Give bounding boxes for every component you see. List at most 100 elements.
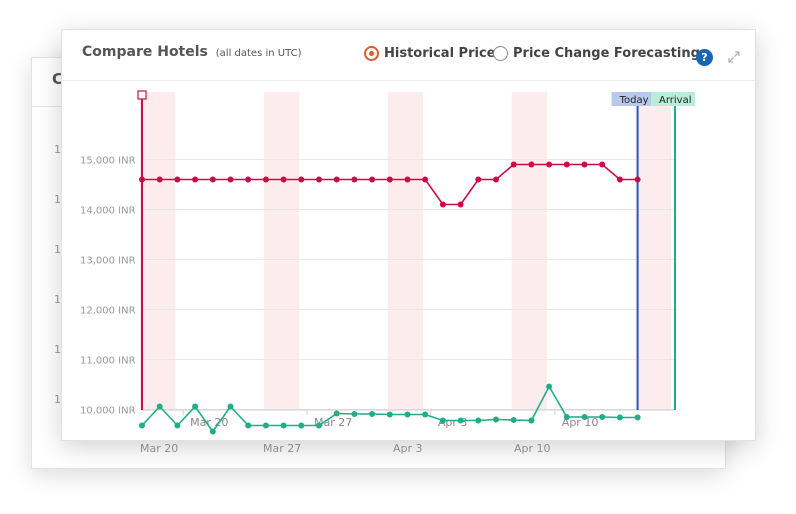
data-point: [280, 176, 287, 183]
data-point: [351, 411, 358, 417]
arrival-marker-label: Arrival: [659, 95, 692, 106]
today-marker-label: Today: [619, 95, 649, 106]
data-point: [439, 201, 446, 208]
data-point: [351, 176, 358, 183]
data-point: [192, 403, 199, 410]
x-tick-label: Mar 20: [190, 416, 228, 429]
data-point: [616, 176, 623, 183]
data-point: [245, 176, 252, 183]
data-point: [139, 422, 145, 429]
weekend-band: [635, 92, 671, 410]
data-point: [174, 422, 181, 429]
background-card-title: Compare Hotels: [52, 70, 62, 88]
data-point: [209, 428, 216, 435]
data-point: [316, 176, 322, 183]
background-y-tick: 12,000 INR: [54, 293, 62, 306]
data-point: [510, 417, 517, 423]
price-forecasting-radio[interactable]: Price Change Forecasting: [493, 46, 700, 61]
data-point: [439, 417, 446, 424]
y-tick-label: 15,000 INR: [80, 156, 136, 167]
today-marker-badge: [611, 92, 662, 106]
weekend-band: [387, 92, 424, 410]
data-point: [599, 161, 606, 168]
radio-unselected-icon[interactable]: [493, 46, 508, 61]
background-y-tick: 11,000 INR: [54, 343, 62, 356]
data-point: [422, 176, 429, 183]
help-icon[interactable]: ?: [696, 49, 713, 66]
data-point: [422, 411, 429, 418]
range-start-handle: [137, 90, 147, 100]
data-point: [333, 176, 340, 183]
data-point: [616, 414, 623, 421]
data-point: [298, 176, 305, 183]
data-point: [581, 161, 588, 168]
data-point: [634, 414, 641, 421]
card-title: Compare Hotels (all dates in UTC): [82, 44, 302, 60]
background-y-tick: 15,000 INR: [54, 143, 62, 156]
data-point: [457, 201, 464, 208]
background-y-tick: 10,000 INR: [54, 393, 62, 406]
weekend-band: [140, 92, 176, 410]
data-point: [528, 161, 535, 168]
data-point: [599, 414, 606, 420]
data-point: [316, 422, 322, 429]
data-point: [493, 416, 499, 423]
data-point: [262, 422, 269, 429]
data-point: [404, 411, 411, 418]
historical-price-radio[interactable]: Historical Price: [364, 46, 495, 61]
radio-selected-icon[interactable]: [364, 46, 379, 61]
data-point: [192, 176, 199, 183]
price-forecasting-label[interactable]: Price Change Forecasting: [513, 46, 700, 61]
data-point: [333, 410, 340, 417]
weekend-band: [511, 92, 548, 410]
data-point: [510, 161, 517, 168]
data-point: [139, 176, 145, 183]
data-point: [563, 161, 570, 168]
data-point: [280, 422, 287, 429]
data-point: [369, 176, 376, 183]
background-y-tick: 14,000 INR: [54, 193, 62, 206]
arrival-marker-badge: [651, 92, 695, 106]
y-tick-label: 12,000 INR: [80, 306, 136, 317]
historical-price-label[interactable]: Historical Price: [384, 46, 496, 61]
compare-hotels-card: Compare Hotels (all dates in UTC) Histor…: [61, 29, 756, 441]
data-point: [386, 176, 393, 183]
card-title-text: Compare Hotels: [82, 44, 208, 60]
data-point: [369, 411, 376, 417]
y-tick-label: 11,000 INR: [80, 356, 136, 367]
data-point: [227, 403, 234, 410]
x-tick-label: Mar 27: [314, 416, 352, 429]
background-x-tick: Apr 10: [514, 442, 551, 455]
data-point: [546, 383, 553, 390]
data-point: [404, 176, 411, 183]
header-divider: [62, 80, 755, 81]
data-point: [563, 414, 570, 420]
data-point: [493, 176, 499, 183]
data-point: [156, 403, 163, 410]
background-x-tick: Mar 27: [263, 442, 302, 455]
data-point: [386, 411, 393, 418]
weekend-band: [263, 92, 300, 410]
background-x-tick: Apr 3: [393, 442, 423, 455]
data-point: [298, 422, 305, 429]
background-x-tick: Mar 20: [140, 442, 179, 455]
data-point: [457, 417, 464, 424]
data-point: [227, 176, 234, 183]
background-y-tick: 13,000 INR: [54, 243, 62, 256]
x-tick-label: Apr 10: [562, 416, 599, 429]
data-point: [262, 176, 269, 183]
card-subtitle: (all dates in UTC): [215, 48, 302, 59]
data-point: [245, 422, 252, 429]
data-point: [475, 417, 482, 424]
data-point: [209, 176, 216, 183]
y-tick-label: 13,000 INR: [80, 256, 136, 267]
data-point: [174, 176, 181, 183]
price-chart: 10,000 INR 11,000 INR 12,000 INR 13,000 INR…: [80, 90, 695, 435]
data-point: [634, 176, 641, 183]
data-point: [528, 417, 535, 424]
data-point: [581, 414, 588, 420]
expand-icon[interactable]: [727, 50, 741, 64]
y-tick-label: 10,000 INR: [80, 406, 136, 417]
data-point: [156, 176, 163, 183]
data-point: [546, 161, 553, 168]
